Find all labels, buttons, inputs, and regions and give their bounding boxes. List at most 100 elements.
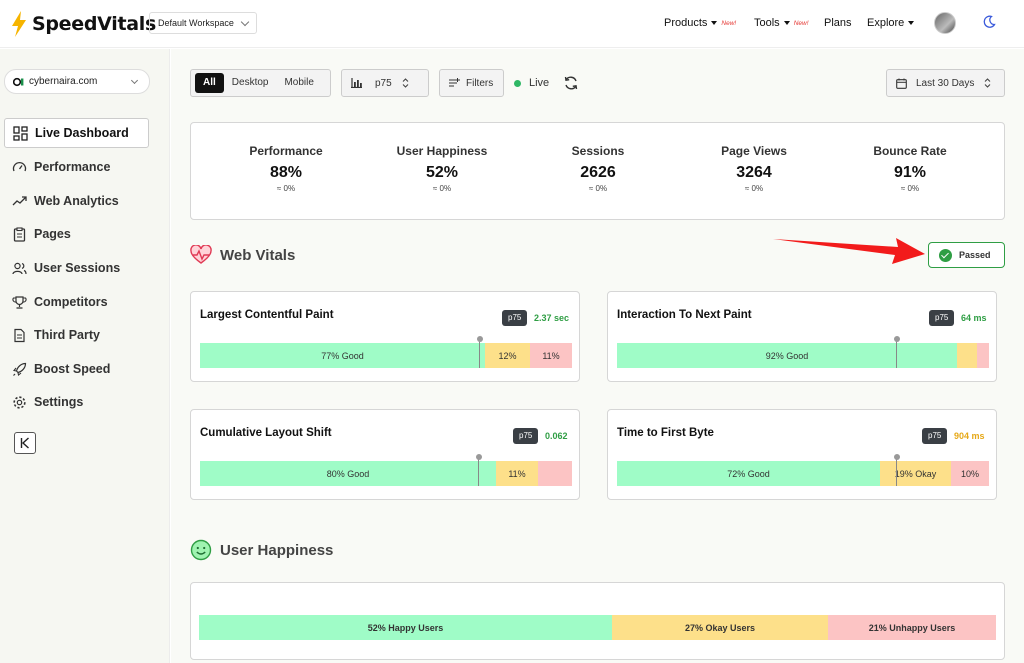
segment-good: 72% Good (617, 461, 880, 486)
smiley-icon (190, 539, 212, 561)
segment-poor (538, 461, 572, 486)
user-avatar[interactable] (934, 12, 956, 34)
metric-delta: ≈ 0% (900, 184, 920, 193)
workspace-select[interactable]: Default Workspace (149, 12, 257, 34)
metric-delta: ≈ 0% (432, 184, 452, 193)
nav-plans-label: Plans (824, 17, 852, 29)
nav-tools[interactable]: Tools New! (754, 17, 809, 29)
user-happiness-card: 52% Happy Users 27% Okay Users 21% Unhap… (190, 582, 1005, 660)
user-happiness-title: User Happiness (220, 541, 334, 559)
nav-explore[interactable]: Explore (867, 17, 915, 29)
vital-title: Largest Contentful Paint (200, 309, 334, 321)
nav-products[interactable]: Products New! (664, 17, 736, 29)
p75-marker (475, 454, 482, 486)
vital-card-lcp[interactable]: Largest Contentful Paint p75 2.37 sec 77… (190, 291, 580, 382)
p75-marker (476, 336, 483, 368)
device-tab-all[interactable]: All (195, 73, 224, 93)
metric-bounce-rate: Bounce Rate 91% ≈ 0% (845, 144, 975, 193)
segment-poor: 11% (530, 343, 572, 368)
web-vitals-heading: Web Vitals (190, 245, 295, 265)
gauge-icon (12, 161, 27, 171)
vital-distribution-bar: 80% Good 11% (200, 461, 572, 486)
vital-value: 2.37 sec (534, 313, 570, 323)
site-select-value: cybernaira.com (29, 76, 98, 87)
vital-distribution-bar: 77% Good 12% 11% (200, 343, 572, 368)
vital-card-inp[interactable]: Interaction To Next Paint p75 64 ms 92% … (607, 291, 997, 382)
sidebar-item-label: Third Party (34, 328, 100, 342)
caret-down-icon (711, 21, 718, 25)
brand-logo[interactable]: SpeedVitals (10, 10, 156, 38)
grid-icon (13, 125, 28, 141)
filters-button[interactable]: Filters (439, 69, 504, 97)
new-badge: New! (793, 19, 809, 27)
up-down-chevron-icon (402, 78, 409, 88)
segment-unhappy: 21% Unhappy Users (828, 615, 996, 640)
filter-sliders-icon (449, 78, 460, 87)
sidebar: cybernaira.com Live Dashboard Performanc… (0, 49, 170, 663)
metric-value: 2626 (580, 164, 616, 181)
lightning-bolt-icon (12, 11, 26, 37)
segment-needs-improvement: 11% (496, 461, 538, 486)
date-range-select[interactable]: Last 30 Days (886, 69, 1005, 97)
web-vitals-title: Web Vitals (220, 246, 296, 264)
clipboard-icon (13, 226, 26, 242)
segment-good: 77% Good (200, 343, 485, 368)
top-navbar: SpeedVitals Default Workspace Products N… (0, 0, 1024, 48)
document-icon (14, 328, 25, 342)
date-range-value: Last 30 Days (916, 77, 975, 89)
metric-value: 91% (893, 164, 927, 181)
sidebar-item-settings[interactable]: Settings (4, 387, 149, 417)
moon-icon[interactable] (982, 15, 996, 29)
segment-needs-improvement: 19% Okay (880, 461, 951, 486)
sidebar-item-user-sessions[interactable]: User Sessions (4, 253, 149, 283)
sidebar-item-boost-speed[interactable]: Boost Speed (4, 354, 149, 384)
segment-needs-improvement (957, 343, 977, 368)
device-tab-mobile[interactable]: Mobile (284, 77, 314, 88)
segment-good: 80% Good (200, 461, 496, 486)
sidebar-item-label: Web Analytics (34, 194, 119, 208)
sidebar-item-third-party[interactable]: Third Party (4, 320, 149, 350)
nav-plans[interactable]: Plans (824, 17, 852, 29)
sidebar-item-competitors[interactable]: Competitors (4, 287, 149, 317)
check-circle-icon (939, 248, 952, 262)
summary-metrics-card: Performance 88% ≈ 0% User Happiness 52% … (190, 122, 1005, 220)
sidebar-item-pages[interactable]: Pages (4, 219, 149, 249)
sidebar-item-live-dashboard[interactable]: Live Dashboard (4, 118, 149, 148)
sidebar-item-performance[interactable]: Performance (4, 152, 149, 182)
sidebar-item-label: Competitors (34, 295, 108, 309)
caret-down-icon (908, 21, 915, 25)
users-icon (12, 262, 27, 274)
percentile-select[interactable]: p75 (341, 69, 429, 97)
sidebar-item-label: Settings (34, 395, 84, 409)
percentile-badge: p75 (922, 428, 948, 444)
bar-chart-icon (351, 78, 362, 88)
device-segment: All Desktop Mobile (190, 69, 331, 97)
collapse-sidebar-button[interactable] (14, 432, 36, 454)
vital-distribution-bar: 72% Good 19% Okay 10% (617, 461, 989, 486)
segment-needs-improvement: 12% (485, 343, 530, 368)
trophy-icon (12, 295, 27, 309)
vital-title: Interaction To Next Paint (617, 309, 752, 321)
caret-down-icon (783, 21, 790, 25)
site-favicon-icon (13, 77, 24, 86)
metric-delta: ≈ 0% (276, 184, 296, 193)
annotation-arrow-icon (773, 238, 925, 264)
metric-label: Page Views (721, 144, 787, 158)
metric-page-views: Page Views 3264 ≈ 0% (689, 144, 819, 193)
sidebar-item-web-analytics[interactable]: Web Analytics (4, 186, 149, 216)
segment-happy: 52% Happy Users (199, 615, 612, 640)
vitals-status-label: Passed (959, 250, 991, 260)
device-tab-desktop[interactable]: Desktop (231, 77, 269, 88)
metric-performance: Performance 88% ≈ 0% (221, 144, 351, 193)
metric-label: Sessions (571, 144, 625, 158)
metric-user-happiness: User Happiness 52% ≈ 0% (377, 144, 507, 193)
vital-card-cls[interactable]: Cumulative Layout Shift p75 0.062 80% Go… (190, 409, 580, 500)
up-down-chevron-icon (984, 78, 991, 88)
site-select[interactable]: cybernaira.com (4, 69, 150, 94)
sidebar-item-label: Pages (34, 227, 71, 241)
refresh-icon[interactable] (563, 75, 579, 91)
rocket-icon (13, 362, 27, 376)
percentile-value: p75 (375, 77, 392, 89)
segment-okay: 27% Okay Users (612, 615, 828, 640)
vital-card-ttfb[interactable]: Time to First Byte p75 904 ms 72% Good 1… (607, 409, 997, 500)
